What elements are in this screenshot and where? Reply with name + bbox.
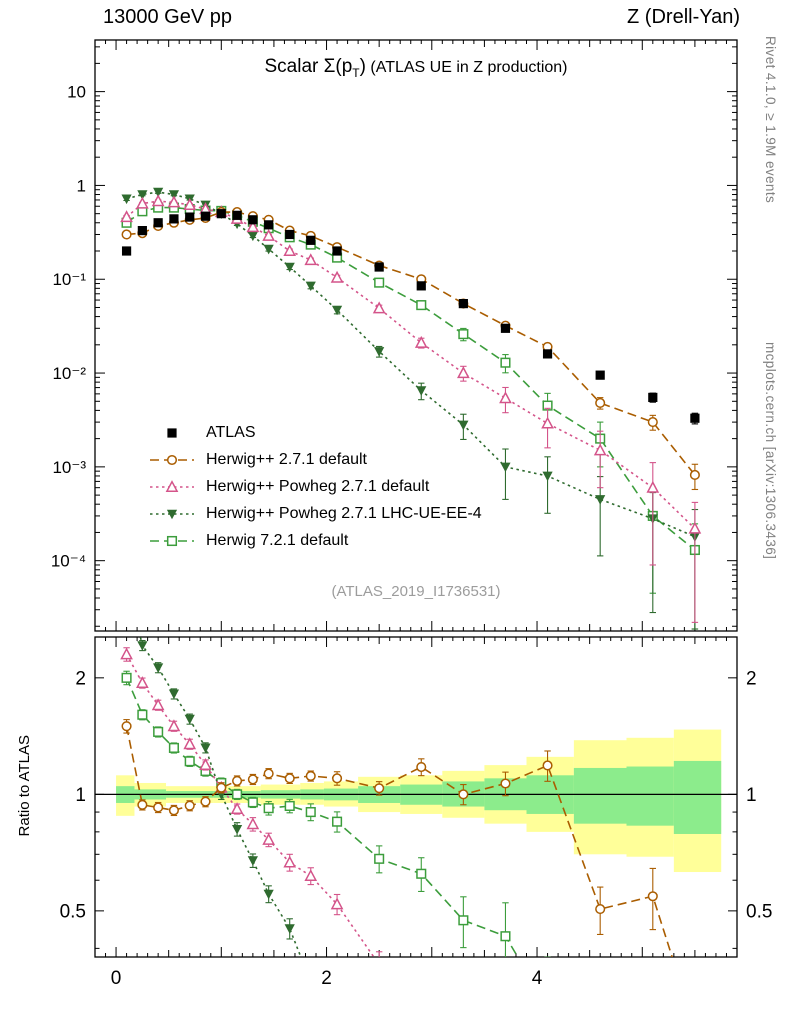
main-series-4 <box>121 202 700 630</box>
svg-text:10⁻²: 10⁻² <box>52 364 86 383</box>
main-series-0 <box>121 209 700 425</box>
ratio-series-2 <box>120 647 383 957</box>
legend-marker-triangle-up-open <box>150 479 194 492</box>
axis-ticks <box>95 40 737 957</box>
axis-tick-labels: 10 1 10⁻¹ 10⁻² 10⁻³ 10⁻⁴ 2 2 1 1 0.5 0.5 0 2 4 <box>51 83 773 989</box>
title-note: (ATLAS UE in Z production) <box>365 59 568 76</box>
ratio-series-1 <box>121 719 674 957</box>
svg-text:10⁻¹: 10⁻¹ <box>52 270 86 289</box>
beam-energy-label: 13000 GeV pp <box>103 6 232 28</box>
legend-label: Herwig++ Powheg 2.7.1 default <box>206 477 430 495</box>
svg-text:2: 2 <box>75 668 86 689</box>
legend: ATLAS Herwig++ 2.7.1 default Herwig++ Powh… <box>148 419 482 554</box>
legend-label: Herwig++ Powheg 2.7.1 LHC-UE-EE-4 <box>206 504 482 522</box>
mcplots-arxiv-note: mcplots.cern.ch [arXiv:1306.3436] <box>763 342 778 560</box>
legend-item: Herwig 7.2.1 default <box>148 527 482 554</box>
legend-item: Herwig++ Powheg 2.7.1 LHC-UE-EE-4 <box>148 500 482 527</box>
svg-text:10: 10 <box>67 83 86 102</box>
legend-label: Herwig++ 2.7.1 default <box>206 450 367 468</box>
plot-title: Scalar Σ(pT) (ATLAS UE in Z production) <box>95 56 737 80</box>
legend-label: Herwig 7.2.1 default <box>206 531 349 549</box>
analysis-id-watermark: (ATLAS_2019_I1736531) <box>331 583 501 600</box>
legend-marker-square-filled <box>167 427 177 438</box>
svg-text:2: 2 <box>321 968 332 989</box>
ratio-uncertainty-bands <box>95 729 737 873</box>
main-series-3 <box>121 187 701 630</box>
process-label: Z (Drell-Yan) <box>627 6 740 28</box>
legend-item: ATLAS <box>148 419 482 446</box>
title-subscript: T <box>352 65 360 80</box>
legend-marker-circle-open <box>150 454 194 465</box>
svg-text:0.5: 0.5 <box>60 901 86 922</box>
ratio-axis-label: Ratio to ATLAS <box>16 735 33 837</box>
title-close: ) <box>359 56 366 77</box>
panel-frames <box>94 39 738 958</box>
title-main: Scalar Σ(p <box>264 56 353 77</box>
svg-text:0.5: 0.5 <box>746 901 772 922</box>
legend-item: Herwig++ 2.7.1 default <box>148 446 482 473</box>
legend-item: Herwig++ Powheg 2.7.1 default <box>148 473 482 500</box>
svg-text:4: 4 <box>532 968 543 989</box>
svg-text:10⁻³: 10⁻³ <box>52 458 86 477</box>
svg-text:1: 1 <box>75 785 86 806</box>
legend-label: ATLAS <box>206 423 256 441</box>
svg-text:0: 0 <box>111 968 122 989</box>
main-series-2 <box>120 194 702 623</box>
legend-marker-square-open <box>150 535 194 546</box>
svg-text:1: 1 <box>77 176 86 195</box>
svg-text:10⁻⁴: 10⁻⁴ <box>51 552 86 571</box>
rivet-version-note: Rivet 4.1.0, ≥ 1.9M events <box>763 36 778 204</box>
legend-marker-triangle-down-filled <box>150 509 194 519</box>
svg-text:2: 2 <box>746 668 757 689</box>
svg-text:1: 1 <box>746 785 757 806</box>
